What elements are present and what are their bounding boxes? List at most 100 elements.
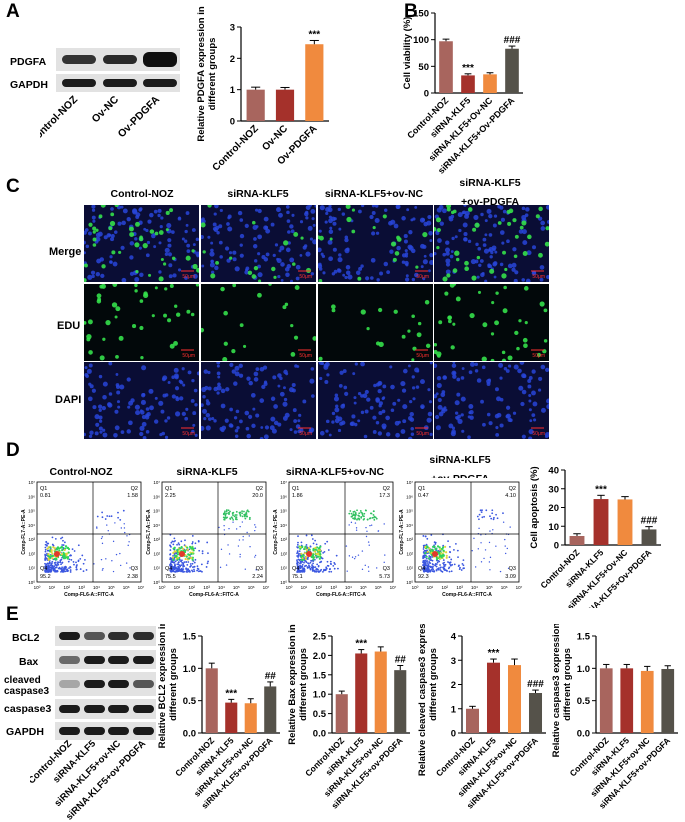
event-dot bbox=[309, 568, 312, 571]
edu-dot bbox=[522, 337, 528, 343]
event-dot bbox=[313, 550, 317, 553]
edu-dot bbox=[139, 299, 144, 303]
event-dot bbox=[254, 524, 256, 526]
nucleus-dot bbox=[91, 215, 96, 220]
event-dot bbox=[44, 562, 46, 565]
fluorescence-texture: 50μm bbox=[318, 362, 433, 439]
nucleus-dot bbox=[84, 240, 86, 245]
edu-dot bbox=[502, 250, 507, 255]
x-tick-label: 10² bbox=[315, 585, 322, 590]
event-dot bbox=[315, 543, 318, 546]
fluorescence-image: 50μm bbox=[318, 205, 433, 282]
event-dot bbox=[175, 569, 178, 572]
nucleus-dot bbox=[257, 272, 263, 278]
nucleus-dot bbox=[377, 431, 383, 436]
edu-dot bbox=[504, 267, 508, 272]
band bbox=[83, 727, 105, 735]
event-dot bbox=[249, 546, 251, 548]
x-tick-label: 10² bbox=[441, 585, 448, 590]
significance-label: ### bbox=[527, 679, 544, 690]
event-dot bbox=[67, 551, 70, 554]
nucleus-dot bbox=[528, 399, 532, 403]
nucleus-dot bbox=[109, 255, 113, 259]
nucleus-dot bbox=[272, 253, 276, 258]
c-col-title: Control-NOZ bbox=[110, 188, 174, 200]
event-dot bbox=[423, 555, 425, 558]
nucleus-dot bbox=[375, 231, 380, 235]
event-dot bbox=[490, 517, 493, 520]
y-tick-label: 1.0 bbox=[183, 664, 196, 675]
event-dot bbox=[100, 537, 103, 540]
nucleus-dot bbox=[148, 388, 154, 394]
nucleus-dot bbox=[457, 414, 461, 419]
edu-dot bbox=[512, 218, 517, 223]
x-tick-label: 10⁷ bbox=[138, 585, 145, 590]
nucleus-dot bbox=[128, 420, 133, 426]
event-dot bbox=[67, 560, 70, 563]
nucleus-dot bbox=[248, 414, 253, 419]
event-dot bbox=[63, 541, 66, 544]
event-dot bbox=[225, 564, 228, 566]
edu-dot bbox=[318, 235, 321, 240]
nucleus-dot bbox=[201, 235, 204, 240]
event-dot bbox=[184, 557, 187, 561]
nucleus-dot bbox=[226, 258, 231, 263]
fluorescence-image: 50μm bbox=[434, 362, 549, 439]
x-tick-label: 10⁴ bbox=[218, 585, 225, 590]
nucleus-dot bbox=[229, 362, 234, 367]
event-dot bbox=[456, 549, 459, 552]
event-dot bbox=[48, 570, 51, 573]
event-dot bbox=[108, 515, 111, 518]
event-dot bbox=[48, 561, 51, 564]
edu-dot bbox=[114, 315, 118, 319]
event-dot bbox=[115, 553, 118, 556]
nucleus-dot bbox=[274, 243, 279, 247]
nucleus-dot bbox=[84, 228, 89, 232]
nucleus-dot bbox=[448, 216, 454, 222]
event-dot bbox=[233, 515, 236, 518]
event-dot bbox=[187, 561, 190, 563]
edu-dot bbox=[165, 228, 169, 232]
event-dot bbox=[243, 510, 245, 513]
nucleus-dot bbox=[273, 404, 278, 409]
y-tick-label: 2.5 bbox=[313, 632, 327, 643]
event-dot bbox=[365, 535, 368, 538]
edu-dot bbox=[543, 308, 548, 313]
x-tick-label: 10⁵ bbox=[486, 585, 493, 590]
event-dot bbox=[193, 565, 196, 568]
event-dot bbox=[232, 521, 234, 523]
nucleus-dot bbox=[214, 265, 219, 271]
event-dot bbox=[349, 510, 352, 512]
event-dot bbox=[206, 562, 209, 565]
y-tick-label: 1 bbox=[230, 85, 236, 96]
band bbox=[62, 79, 96, 87]
event-dot bbox=[96, 515, 99, 518]
event-dot bbox=[59, 559, 62, 562]
edu-dot bbox=[345, 205, 351, 209]
event-dot bbox=[314, 566, 317, 569]
y-axis-label: Relative BCL2 expression indifferent gro… bbox=[157, 624, 179, 748]
edu-dot bbox=[435, 217, 441, 223]
band bbox=[59, 727, 80, 735]
nucleus-dot bbox=[246, 433, 251, 439]
nucleus-dot bbox=[476, 378, 482, 383]
quadrant-label: 75.1 bbox=[292, 574, 303, 580]
event-dot bbox=[48, 555, 51, 558]
nucleus-dot bbox=[153, 209, 158, 214]
event-dot bbox=[429, 569, 432, 572]
nucleus-dot bbox=[414, 205, 418, 209]
quadrant-label: 3.09 bbox=[505, 574, 516, 580]
x-tick-label: 10⁴ bbox=[93, 585, 100, 590]
y-axis-label-line: different groups bbox=[428, 648, 439, 721]
nucleus-dot bbox=[87, 231, 92, 236]
flow-plot: Q12.25Q220.0Q32.24Q475.510⁰10⁰10¹10¹10²1… bbox=[145, 478, 271, 600]
nucleus-dot bbox=[502, 209, 507, 214]
edu-dot bbox=[215, 260, 219, 265]
event-dot bbox=[194, 558, 197, 561]
nucleus-dot bbox=[487, 263, 491, 267]
nucleus-dot bbox=[409, 411, 414, 417]
nucleus-dot bbox=[319, 430, 325, 436]
nucleus-dot bbox=[374, 217, 380, 224]
edu-dot bbox=[501, 350, 506, 355]
event-dot bbox=[504, 538, 506, 541]
